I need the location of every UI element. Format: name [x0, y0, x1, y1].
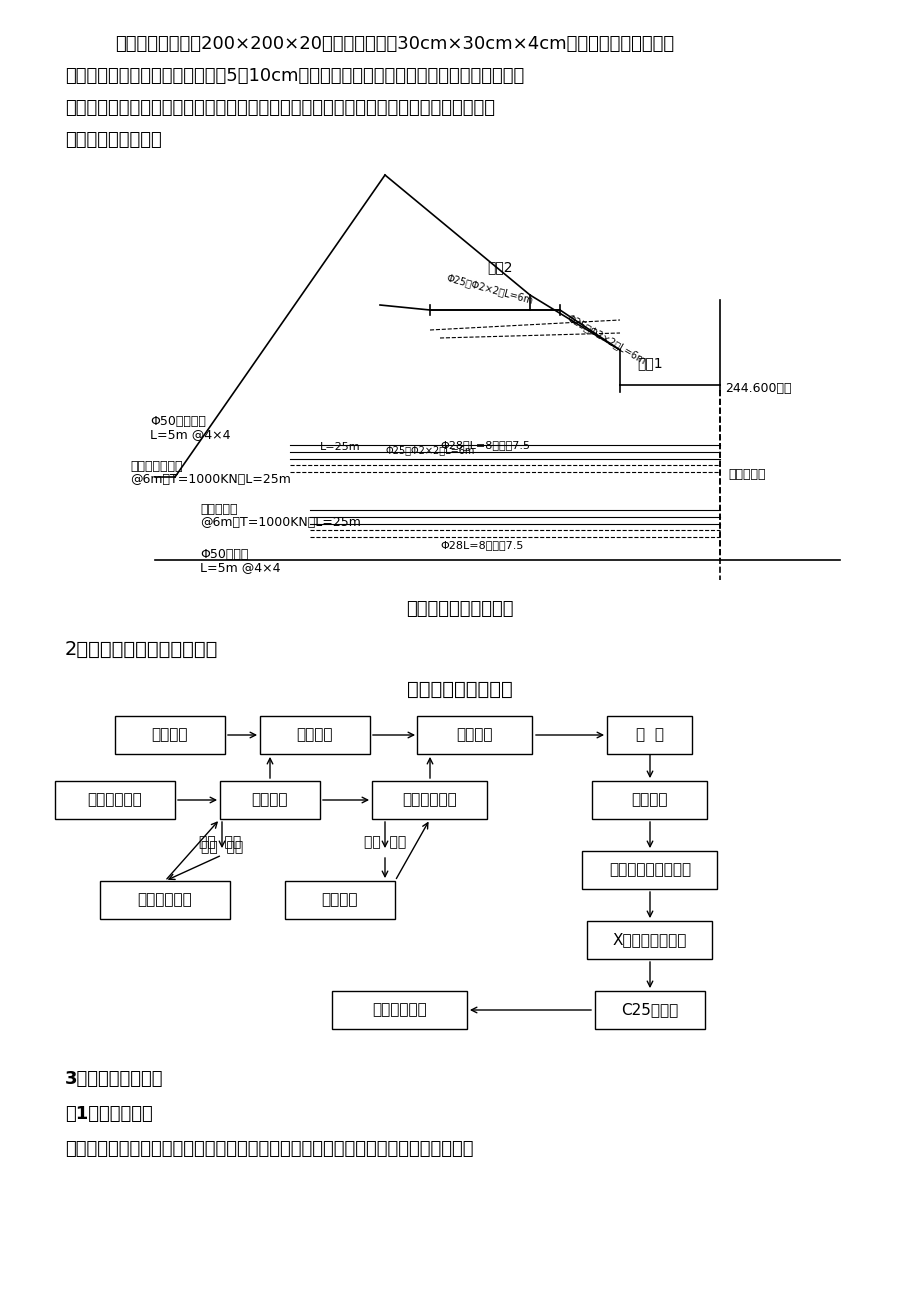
Text: 预应力锚索分布示意图: 预应力锚索分布示意图 [406, 600, 513, 618]
Text: 孔口缺陷处理: 孔口缺陷处理 [138, 892, 192, 907]
Text: 锚索编制: 锚索编制 [297, 728, 333, 742]
Text: 浇筑锚墩、锚具安装: 浇筑锚墩、锚具安装 [608, 862, 690, 878]
Text: 定孔位、钻孔: 定孔位、钻孔 [403, 793, 457, 807]
Text: Φ25，Φ2×2，L=6m: Φ25，Φ2×2，L=6m [385, 445, 474, 454]
Bar [372, 781, 487, 819]
Bar [592, 781, 707, 819]
Text: （1）、坡面修整: （1）、坡面修整 [65, 1105, 153, 1124]
Bar [582, 852, 717, 889]
Text: 锚索灌浆后，从锚具量起，留出长5～10cm钢绞线，多余局部截去，然后用水泥净浆注满锚: 锚索灌浆后，从锚具量起，留出长5～10cm钢绞线，多余局部截去，然后用水泥净浆注… [65, 66, 524, 85]
Text: Φ25，Φ2×2，L=6m: Φ25，Φ2×2，L=6m [564, 312, 647, 366]
Text: X拉、锁定、补浆: X拉、锁定、补浆 [612, 932, 686, 948]
Text: 预应力锚索: 预应力锚索 [199, 503, 237, 516]
Text: Φ28L=8，入岩7.5: Φ28L=8，入岩7.5 [439, 540, 523, 549]
Text: 244.600高程: 244.600高程 [724, 381, 790, 395]
Text: 坡面调查: 坡面调查 [252, 793, 288, 807]
Text: 地质  较差: 地质 较差 [200, 840, 243, 854]
Bar [55, 781, 175, 819]
Bar [607, 716, 692, 754]
Text: 锚墩下钢垫板尺寸200×200×20，上钢垫板尺寸30cm×30cm×4cm，数量与锚索相匹配，: 锚墩下钢垫板尺寸200×200×20，上钢垫板尺寸30cm×30cm×4cm，数… [115, 35, 674, 53]
Text: L=5m @4×4: L=5m @4×4 [199, 561, 280, 574]
Text: 马道1: 马道1 [637, 355, 662, 370]
Text: L=5m @4×4: L=5m @4×4 [150, 428, 231, 441]
Bar [260, 716, 369, 754]
Bar [417, 716, 532, 754]
Bar [100, 881, 230, 919]
Text: 随机预应力锚索: 随机预应力锚索 [130, 460, 182, 473]
Bar [115, 716, 225, 754]
Text: 锚索施工前，首先用人工与时按照从上而下分层修坡即开挖一级，严格控制超挖，直至: 锚索施工前，首先用人工与时按照从上而下分层修坡即开挖一级，严格控制超挖，直至 [65, 1141, 473, 1157]
Text: 马道2: 马道2 [487, 260, 512, 273]
Text: @6m，T=1000KN，L=25m: @6m，T=1000KN，L=25m [130, 473, 290, 486]
Text: Φ50排水孔: Φ50排水孔 [199, 548, 248, 561]
Text: 垫板与锚头各局部空隙，最后用保护钢罩对锚头采取保护，防止锈蚀和兼顾美观，预应力锚: 垫板与锚头各局部空隙，最后用保护钢罩对锚头采取保护，防止锈蚀和兼顾美观，预应力锚 [65, 99, 494, 117]
Bar [587, 921, 711, 960]
Text: 地质  破碎: 地质 破碎 [364, 835, 405, 849]
Text: 封孔注浆: 封孔注浆 [631, 793, 667, 807]
Text: 贴坡混凝土: 贴坡混凝土 [727, 469, 765, 482]
Text: 锚索加工: 锚索加工 [152, 728, 188, 742]
Text: C25砼封锚: C25砼封锚 [620, 1003, 678, 1017]
Text: 地质  较差: 地质 较差 [199, 835, 241, 849]
Text: 索分布示意图如下：: 索分布示意图如下： [65, 132, 162, 148]
Text: Φ25，Φ2×2，L=6m: Φ25，Φ2×2，L=6m [445, 272, 534, 305]
Text: 保护钢罩安装: 保护钢罩安装 [372, 1003, 427, 1017]
Text: 注  浆: 注 浆 [635, 728, 664, 742]
Text: L=25m: L=25m [319, 441, 360, 452]
Bar [595, 991, 704, 1029]
Text: Φ28，L=8，入岩7.5: Φ28，L=8，入岩7.5 [439, 440, 529, 450]
Text: 锚索安装: 锚索安装 [456, 728, 493, 742]
Text: 锚索施工工艺流程图: 锚索施工工艺流程图 [407, 680, 512, 699]
Text: @6m，T=1000KN，L=25m: @6m，T=1000KN，L=25m [199, 516, 360, 529]
Text: 修坡、测孔位: 修坡、测孔位 [87, 793, 142, 807]
Bar [332, 991, 467, 1029]
Bar [220, 781, 320, 819]
Text: 2）、施工工艺流程如下所示: 2）、施工工艺流程如下所示 [65, 641, 218, 659]
Text: 3）、主要施工方法: 3）、主要施工方法 [65, 1070, 164, 1088]
Text: Φ50斜孔排水: Φ50斜孔排水 [150, 415, 206, 428]
Bar [285, 881, 394, 919]
Text: 固结灌浆: 固结灌浆 [322, 892, 357, 907]
